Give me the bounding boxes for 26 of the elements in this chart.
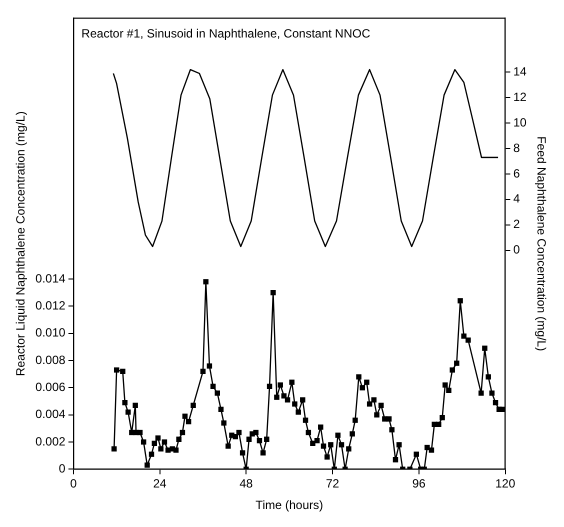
y2-tick-label: 2 [513, 217, 520, 232]
y-tick-label: 0.002 [35, 434, 66, 448]
y2-axis-title: Feed Naphthalene Concentration (mg/L) [534, 136, 548, 352]
y-tick-label: 0.010 [35, 326, 66, 340]
y2-tick-label: 6 [513, 166, 520, 180]
x-tick-label: 120 [495, 476, 516, 491]
y-tick-label: 0 [58, 462, 66, 476]
y-tick-label: 0.012 [35, 298, 66, 312]
y2-tick-label: 12 [513, 90, 527, 104]
x-tick-label: 0 [70, 476, 78, 491]
x-tick-label: 96 [412, 476, 426, 491]
x-tick-label: 48 [239, 476, 254, 491]
x-axis-title: Time (hours) [256, 498, 324, 512]
x-tick-label: 72 [326, 476, 340, 491]
y-tick-label: 0.008 [35, 352, 66, 367]
y-tick-label: 0.014 [35, 271, 66, 286]
y2-tick-label: 8 [513, 140, 520, 155]
y-axis-title: Reactor Liquid Naphthalene Concentration (mg/L) [14, 111, 28, 376]
y-tick-label: 0.004 [35, 407, 66, 422]
y2-tick-label: 0 [513, 242, 520, 257]
y2-tick-label: 10 [513, 115, 527, 130]
y2-tick-label: 14 [513, 64, 527, 78]
text: Reactor #1, Sinusoid in Naphthalene, Constant NNOC [81, 26, 371, 41]
y-tick-label: 0.006 [35, 380, 66, 394]
x-tick-label: 24 [153, 476, 167, 491]
y2-tick-label: 4 [513, 192, 520, 206]
